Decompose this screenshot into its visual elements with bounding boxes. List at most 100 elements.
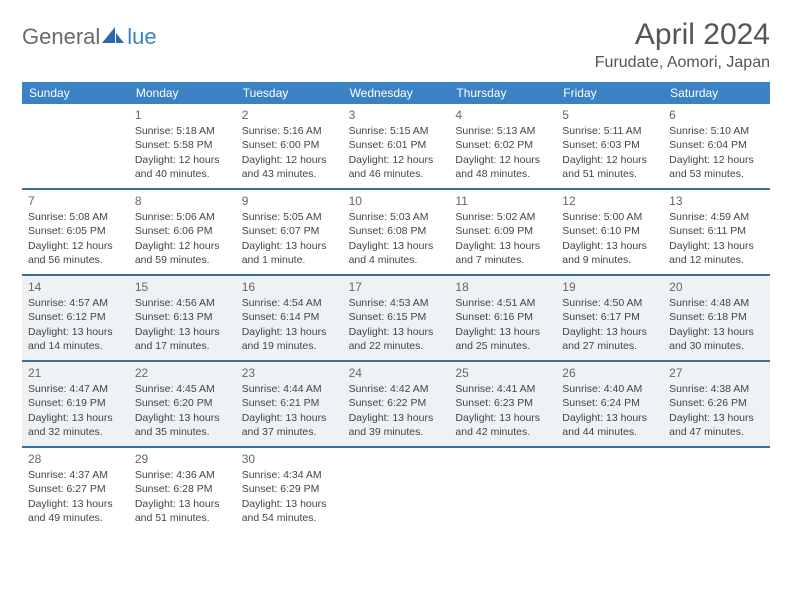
calendar-cell: 9Sunrise: 5:05 AMSunset: 6:07 PMDaylight… [236, 190, 343, 276]
daylight-text: Daylight: 13 hours and 49 minutes. [28, 497, 123, 525]
sunrise-text: Sunrise: 4:34 AM [242, 468, 337, 482]
daylight-text: Daylight: 13 hours and 19 minutes. [242, 325, 337, 353]
sunrise-text: Sunrise: 4:50 AM [562, 296, 657, 310]
calendar-cell [449, 448, 556, 534]
daylight-text: Daylight: 13 hours and 12 minutes. [669, 239, 764, 267]
sunrise-text: Sunrise: 4:44 AM [242, 382, 337, 396]
sunset-text: Sunset: 6:26 PM [669, 396, 764, 410]
day-number: 8 [135, 193, 230, 209]
daylight-text: Daylight: 13 hours and 7 minutes. [455, 239, 550, 267]
sunset-text: Sunset: 6:23 PM [455, 396, 550, 410]
calendar-cell: 27Sunrise: 4:38 AMSunset: 6:26 PMDayligh… [663, 362, 770, 448]
day-number: 11 [455, 193, 550, 209]
daylight-text: Daylight: 12 hours and 48 minutes. [455, 153, 550, 181]
day-number: 9 [242, 193, 337, 209]
calendar-cell: 29Sunrise: 4:36 AMSunset: 6:28 PMDayligh… [129, 448, 236, 534]
sunset-text: Sunset: 5:58 PM [135, 138, 230, 152]
sunrise-text: Sunrise: 4:53 AM [349, 296, 444, 310]
sunrise-text: Sunrise: 5:08 AM [28, 210, 123, 224]
calendar-cell [556, 448, 663, 534]
sunrise-text: Sunrise: 5:13 AM [455, 124, 550, 138]
logo-sail-icon [102, 25, 124, 50]
logo: General lue [22, 24, 157, 50]
calendar-cell [663, 448, 770, 534]
day-number: 30 [242, 451, 337, 467]
daylight-text: Daylight: 12 hours and 53 minutes. [669, 153, 764, 181]
calendar-cell: 16Sunrise: 4:54 AMSunset: 6:14 PMDayligh… [236, 276, 343, 362]
sunrise-text: Sunrise: 4:42 AM [349, 382, 444, 396]
dayhead-tuesday: Tuesday [236, 82, 343, 104]
calendar-cell: 24Sunrise: 4:42 AMSunset: 6:22 PMDayligh… [343, 362, 450, 448]
day-number: 10 [349, 193, 444, 209]
day-number: 2 [242, 107, 337, 123]
calendar-cell: 8Sunrise: 5:06 AMSunset: 6:06 PMDaylight… [129, 190, 236, 276]
calendar-cell: 25Sunrise: 4:41 AMSunset: 6:23 PMDayligh… [449, 362, 556, 448]
sunset-text: Sunset: 6:12 PM [28, 310, 123, 324]
calendar-cell: 30Sunrise: 4:34 AMSunset: 6:29 PMDayligh… [236, 448, 343, 534]
daylight-text: Daylight: 13 hours and 25 minutes. [455, 325, 550, 353]
sunset-text: Sunset: 6:28 PM [135, 482, 230, 496]
calendar-cell: 12Sunrise: 5:00 AMSunset: 6:10 PMDayligh… [556, 190, 663, 276]
calendar-cell: 18Sunrise: 4:51 AMSunset: 6:16 PMDayligh… [449, 276, 556, 362]
day-number: 28 [28, 451, 123, 467]
sunrise-text: Sunrise: 5:03 AM [349, 210, 444, 224]
sunset-text: Sunset: 6:01 PM [349, 138, 444, 152]
sunset-text: Sunset: 6:14 PM [242, 310, 337, 324]
sunrise-text: Sunrise: 4:38 AM [669, 382, 764, 396]
dayhead-saturday: Saturday [663, 82, 770, 104]
sunset-text: Sunset: 6:05 PM [28, 224, 123, 238]
location-subtitle: Furudate, Aomori, Japan [595, 54, 770, 72]
day-number: 7 [28, 193, 123, 209]
calendar-cell: 20Sunrise: 4:48 AMSunset: 6:18 PMDayligh… [663, 276, 770, 362]
sunset-text: Sunset: 6:09 PM [455, 224, 550, 238]
calendar-cell: 1Sunrise: 5:18 AMSunset: 5:58 PMDaylight… [129, 104, 236, 190]
month-title: April 2024 [595, 18, 770, 52]
sunset-text: Sunset: 6:10 PM [562, 224, 657, 238]
daylight-text: Daylight: 13 hours and 54 minutes. [242, 497, 337, 525]
calendar-cell: 10Sunrise: 5:03 AMSunset: 6:08 PMDayligh… [343, 190, 450, 276]
daylight-text: Daylight: 13 hours and 51 minutes. [135, 497, 230, 525]
calendar-cell [22, 104, 129, 190]
day-number: 18 [455, 279, 550, 295]
day-number: 21 [28, 365, 123, 381]
daylight-text: Daylight: 13 hours and 32 minutes. [28, 411, 123, 439]
daylight-text: Daylight: 12 hours and 40 minutes. [135, 153, 230, 181]
day-number: 22 [135, 365, 230, 381]
sunrise-text: Sunrise: 5:06 AM [135, 210, 230, 224]
sunrise-text: Sunrise: 4:54 AM [242, 296, 337, 310]
calendar-cell: 26Sunrise: 4:40 AMSunset: 6:24 PMDayligh… [556, 362, 663, 448]
day-number: 17 [349, 279, 444, 295]
daylight-text: Daylight: 13 hours and 1 minute. [242, 239, 337, 267]
sunrise-text: Sunrise: 5:15 AM [349, 124, 444, 138]
day-number: 19 [562, 279, 657, 295]
calendar-cell: 11Sunrise: 5:02 AMSunset: 6:09 PMDayligh… [449, 190, 556, 276]
calendar-grid: Sunday Monday Tuesday Wednesday Thursday… [22, 82, 770, 534]
daylight-text: Daylight: 13 hours and 9 minutes. [562, 239, 657, 267]
sunset-text: Sunset: 6:11 PM [669, 224, 764, 238]
sunrise-text: Sunrise: 5:16 AM [242, 124, 337, 138]
daylight-text: Daylight: 13 hours and 39 minutes. [349, 411, 444, 439]
sunrise-text: Sunrise: 5:11 AM [562, 124, 657, 138]
sunrise-text: Sunrise: 5:00 AM [562, 210, 657, 224]
day-number: 13 [669, 193, 764, 209]
daylight-text: Daylight: 13 hours and 37 minutes. [242, 411, 337, 439]
calendar-cell: 2Sunrise: 5:16 AMSunset: 6:00 PMDaylight… [236, 104, 343, 190]
sunrise-text: Sunrise: 5:10 AM [669, 124, 764, 138]
calendar-cell: 23Sunrise: 4:44 AMSunset: 6:21 PMDayligh… [236, 362, 343, 448]
sunrise-text: Sunrise: 5:02 AM [455, 210, 550, 224]
sunset-text: Sunset: 6:27 PM [28, 482, 123, 496]
logo-text-general: General [22, 24, 100, 50]
sunset-text: Sunset: 6:29 PM [242, 482, 337, 496]
sunset-text: Sunset: 6:04 PM [669, 138, 764, 152]
page-header: General lue April 2024 Furudate, Aomori,… [22, 18, 770, 72]
sunrise-text: Sunrise: 5:05 AM [242, 210, 337, 224]
day-number: 6 [669, 107, 764, 123]
daylight-text: Daylight: 12 hours and 59 minutes. [135, 239, 230, 267]
daylight-text: Daylight: 13 hours and 44 minutes. [562, 411, 657, 439]
sunrise-text: Sunrise: 4:45 AM [135, 382, 230, 396]
sunset-text: Sunset: 6:02 PM [455, 138, 550, 152]
calendar-cell: 15Sunrise: 4:56 AMSunset: 6:13 PMDayligh… [129, 276, 236, 362]
day-number: 27 [669, 365, 764, 381]
sunset-text: Sunset: 6:20 PM [135, 396, 230, 410]
sunset-text: Sunset: 6:06 PM [135, 224, 230, 238]
